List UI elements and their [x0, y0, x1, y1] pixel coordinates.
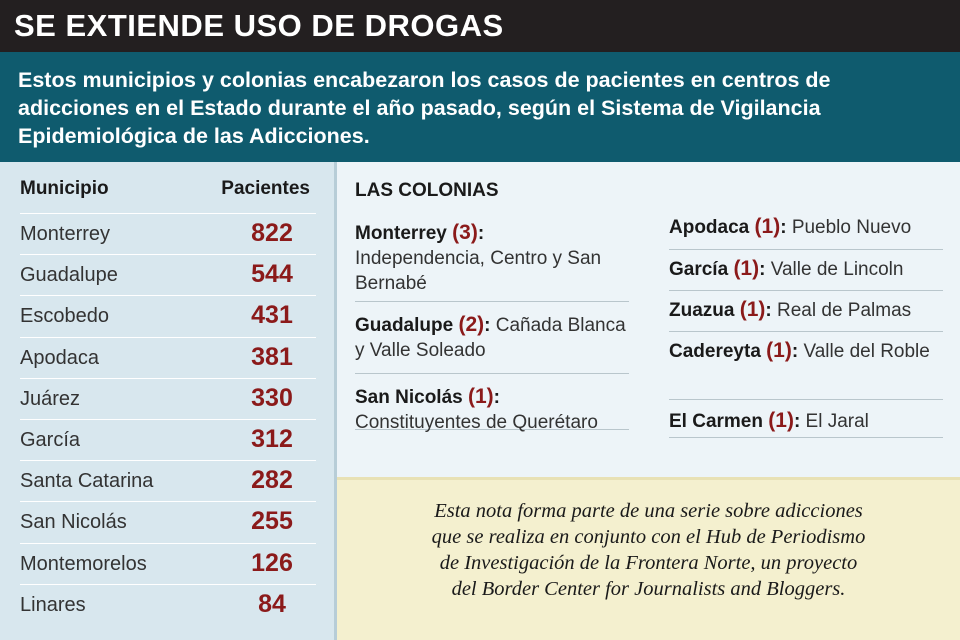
pacientes-count: 431 — [251, 301, 293, 330]
entry-colon: : — [484, 315, 491, 336]
note-line: de Investigación de la Frontera Norte, u… — [439, 552, 858, 574]
colonia-entry: Guadalupe (2): Cañada Blanca y Valle Sol… — [355, 302, 629, 374]
entry-colonias: El Jaral — [805, 411, 869, 432]
intro-text: Estos municipios y colonias encabezaron … — [0, 52, 960, 162]
table-row: San Nicolás 255 — [20, 502, 316, 544]
entry-count: (1) — [754, 215, 781, 238]
colonias-panel: LAS COLONIAS Monterrey (3): Independenci… — [337, 162, 960, 477]
municipio-name: Monterrey — [20, 223, 111, 245]
municipio-name: Santa Catarina — [20, 470, 154, 493]
municipio-name: García — [20, 428, 81, 451]
entry-municipio: Guadalupe — [355, 315, 454, 336]
entry-municipio: El Carmen — [669, 411, 763, 432]
series-note: Esta nota forma parte de una serie sobre… — [337, 477, 960, 640]
column-header-municipio: Municipio — [20, 178, 109, 199]
colonia-entry: Zuazua (1): Real de Palmas — [669, 291, 943, 332]
entry-colon: : — [780, 217, 787, 238]
pacientes-count: 544 — [251, 260, 293, 289]
entry-count: (2) — [458, 313, 485, 336]
entry-municipio: Cadereyta — [669, 341, 761, 362]
table-row: Juárez 330 — [20, 379, 316, 420]
table-row: Escobedo 431 — [20, 296, 316, 338]
pacientes-count: 126 — [251, 548, 293, 577]
municipios-table: Municipio Pacientes Monterrey 822 Guadalu… — [0, 162, 337, 640]
entry-colonias: Independencia, Centro y San Bernabé — [355, 248, 602, 294]
pacientes-count: 312 — [251, 424, 293, 453]
pacientes-count: 330 — [251, 383, 293, 412]
pacientes-count: 255 — [251, 507, 293, 536]
municipio-name: Linares — [20, 593, 86, 616]
table-row: Santa Catarina 282 — [20, 461, 316, 503]
entry-count: (1) — [468, 385, 494, 408]
entry-colon: : — [477, 223, 485, 244]
entry-count: (1) — [768, 409, 794, 432]
table-row: Apodaca 381 — [20, 338, 316, 379]
table-body: Monterrey 822 Guadalupe 544 Escobedo 431 Ap… — [20, 214, 316, 626]
page-title: SE EXTIENDE USO DE DROGAS — [0, 0, 960, 52]
pacientes-count: 84 — [258, 589, 286, 618]
table-row: Montemorelos 126 — [20, 544, 316, 585]
entry-municipio: Zuazua — [669, 300, 735, 321]
colonia-entry: San Nicolás (1): Constituyentes de Queré… — [355, 374, 629, 433]
colonia-entry: Monterrey (3): Independencia, Centro y S… — [355, 220, 629, 302]
table-row: García 312 — [20, 420, 316, 462]
entry-colon: : — [759, 259, 766, 280]
note-line: que se realiza en conjunto con el Hub de… — [431, 526, 866, 548]
entry-colonias: Constituyentes de Querétaro — [355, 412, 598, 433]
colonias-left-column: Monterrey (3): Independencia, Centro y S… — [355, 220, 629, 433]
entry-colonias: Valle de Lincoln — [770, 259, 904, 280]
entry-count: (1) — [739, 298, 766, 321]
entry-municipio: Monterrey — [355, 223, 447, 244]
entry-municipio: San Nicolás — [355, 387, 463, 408]
colonias-right-column: Apodaca (1): Pueblo Nuevo García (1): Va… — [669, 212, 943, 438]
entry-colon: : — [793, 411, 801, 432]
entry-colonias: Real de Palmas — [777, 300, 912, 321]
entry-count: (1) — [733, 257, 760, 280]
pacientes-count: 282 — [251, 466, 293, 495]
colonias-title: LAS COLONIAS — [355, 180, 499, 201]
colonia-entry: Apodaca (1): Pueblo Nuevo — [669, 212, 943, 250]
entry-count: (1) — [766, 339, 792, 362]
entry-municipio: García — [669, 259, 729, 280]
entry-colonias: Valle del Roble — [803, 341, 930, 362]
note-line: Esta nota forma parte de una serie sobre… — [434, 500, 863, 522]
entry-count: (3) — [452, 221, 478, 244]
colonia-entry: El Carmen (1): El Jaral — [669, 400, 943, 438]
colonia-entry: Cadereyta (1): Valle del Roble — [669, 332, 943, 400]
municipio-name: Escobedo — [20, 305, 109, 328]
municipio-name: Apodaca — [20, 346, 99, 369]
table-row: Linares 84 — [20, 585, 316, 626]
municipio-name: Montemorelos — [20, 552, 147, 575]
entry-municipio: Apodaca — [669, 217, 750, 238]
pacientes-count: 381 — [251, 342, 293, 371]
column-header-pacientes: Pacientes — [221, 178, 310, 199]
colonia-entry: García (1): Valle de Lincoln — [669, 250, 943, 291]
municipio-name: Guadalupe — [20, 264, 118, 287]
table-row: Guadalupe 544 — [20, 255, 316, 297]
municipio-name: Juárez — [20, 387, 81, 410]
entry-colon: : — [765, 300, 772, 321]
municipio-name: San Nicolás — [20, 511, 127, 534]
entry-colon: : — [791, 341, 799, 362]
entry-colon: : — [493, 387, 500, 408]
entry-colonias: Cañada Blanca y Valle Soleado — [355, 315, 626, 361]
pacientes-count: 822 — [251, 219, 293, 247]
table-header: Municipio Pacientes — [20, 178, 316, 214]
table-row: Monterrey 822 — [20, 214, 316, 256]
entry-colonias: Pueblo Nuevo — [791, 217, 912, 238]
note-line: del Border Center for Journalists and Bl… — [451, 578, 846, 600]
